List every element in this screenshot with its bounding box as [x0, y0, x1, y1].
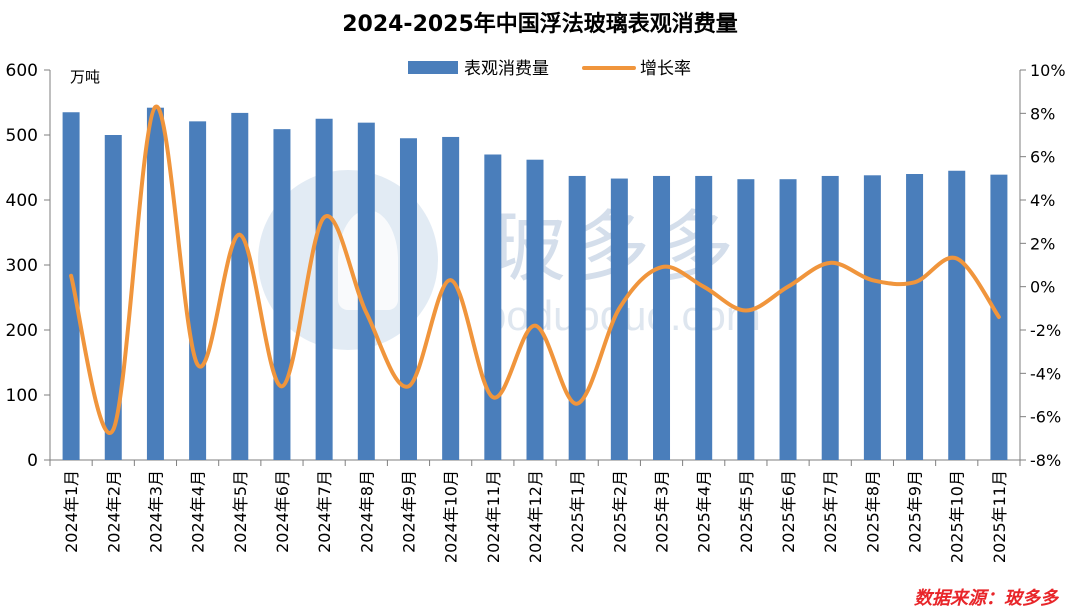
- bar: [442, 136, 460, 460]
- x-category-label: 2024年7月: [315, 470, 334, 553]
- legend-bar-swatch: [408, 61, 458, 74]
- right-tick-label: 4%: [1030, 191, 1055, 210]
- legend-line-label: 增长率: [640, 59, 691, 79]
- bar: [315, 118, 333, 460]
- x-category-label: 2024年1月: [62, 470, 81, 553]
- bar: [273, 129, 291, 460]
- bar: [821, 175, 839, 460]
- left-tick-label: 0: [27, 451, 38, 471]
- x-category-label: 2024年5月: [231, 470, 250, 553]
- x-category-label: 2025年10月: [948, 470, 967, 563]
- right-tick-label: 2%: [1030, 234, 1055, 253]
- bar: [231, 112, 249, 461]
- bar: [863, 175, 881, 461]
- x-category-label: 2024年4月: [189, 470, 208, 553]
- x-category-label: 2025年8月: [863, 470, 882, 553]
- x-category-label: 2024年3月: [146, 470, 165, 553]
- bar: [779, 179, 797, 460]
- right-tick-label: 6%: [1030, 148, 1055, 167]
- right-tick-label: -6%: [1030, 408, 1061, 427]
- bar: [189, 121, 207, 460]
- bar: [357, 122, 375, 461]
- x-category-label: 2024年11月: [484, 470, 503, 563]
- y-unit-label: 万吨: [70, 68, 100, 86]
- bar: [695, 175, 713, 460]
- right-tick-label: 8%: [1030, 104, 1055, 123]
- x-category-label: 2025年9月: [906, 470, 925, 553]
- x-category-label: 2025年5月: [737, 470, 756, 553]
- bar: [948, 170, 966, 460]
- right-tick-label: -2%: [1030, 321, 1061, 340]
- x-category-label: 2024年12月: [526, 470, 545, 563]
- x-category-label: 2025年2月: [610, 470, 629, 553]
- left-tick-label: 400: [6, 191, 38, 211]
- x-category-label: 2024年2月: [104, 470, 123, 553]
- left-tick-label: 300: [6, 256, 38, 276]
- x-category-label: 2025年7月: [821, 470, 840, 553]
- x-category-label: 2024年8月: [357, 470, 376, 553]
- chart-title: 2024-2025年中国浮法玻璃表观消费量: [342, 12, 738, 37]
- bar: [146, 107, 164, 460]
- left-tick-label: 100: [6, 386, 38, 406]
- bar: [104, 135, 122, 460]
- bar: [399, 138, 417, 460]
- bar: [610, 178, 628, 461]
- right-tick-label: -4%: [1030, 364, 1061, 383]
- left-tick-label: 500: [6, 126, 38, 146]
- x-category-label: 2024年9月: [399, 470, 418, 553]
- bar: [526, 159, 544, 460]
- source-note: 数据来源：玻多多: [914, 588, 1058, 609]
- x-category-label: 2025年4月: [695, 470, 714, 553]
- right-tick-label: 10%: [1030, 61, 1066, 80]
- x-category-label: 2024年10月: [442, 470, 461, 563]
- bar: [737, 179, 755, 460]
- x-category-label: 2025年11月: [990, 470, 1009, 563]
- left-tick-label: 200: [6, 321, 38, 341]
- bar: [653, 175, 671, 460]
- bar: [906, 174, 924, 460]
- bar: [568, 175, 586, 460]
- x-category-label: 2025年1月: [568, 470, 587, 553]
- bar: [484, 154, 502, 460]
- legend-bar-label: 表观消费量: [464, 59, 549, 79]
- left-tick-label: 600: [6, 61, 38, 81]
- x-category-label: 2024年6月: [273, 470, 292, 553]
- right-tick-label: -8%: [1030, 451, 1061, 470]
- x-category-label: 2025年6月: [779, 470, 798, 553]
- bar: [62, 112, 80, 460]
- x-category-label: 2025年3月: [653, 470, 672, 553]
- right-tick-label: 0%: [1030, 278, 1055, 297]
